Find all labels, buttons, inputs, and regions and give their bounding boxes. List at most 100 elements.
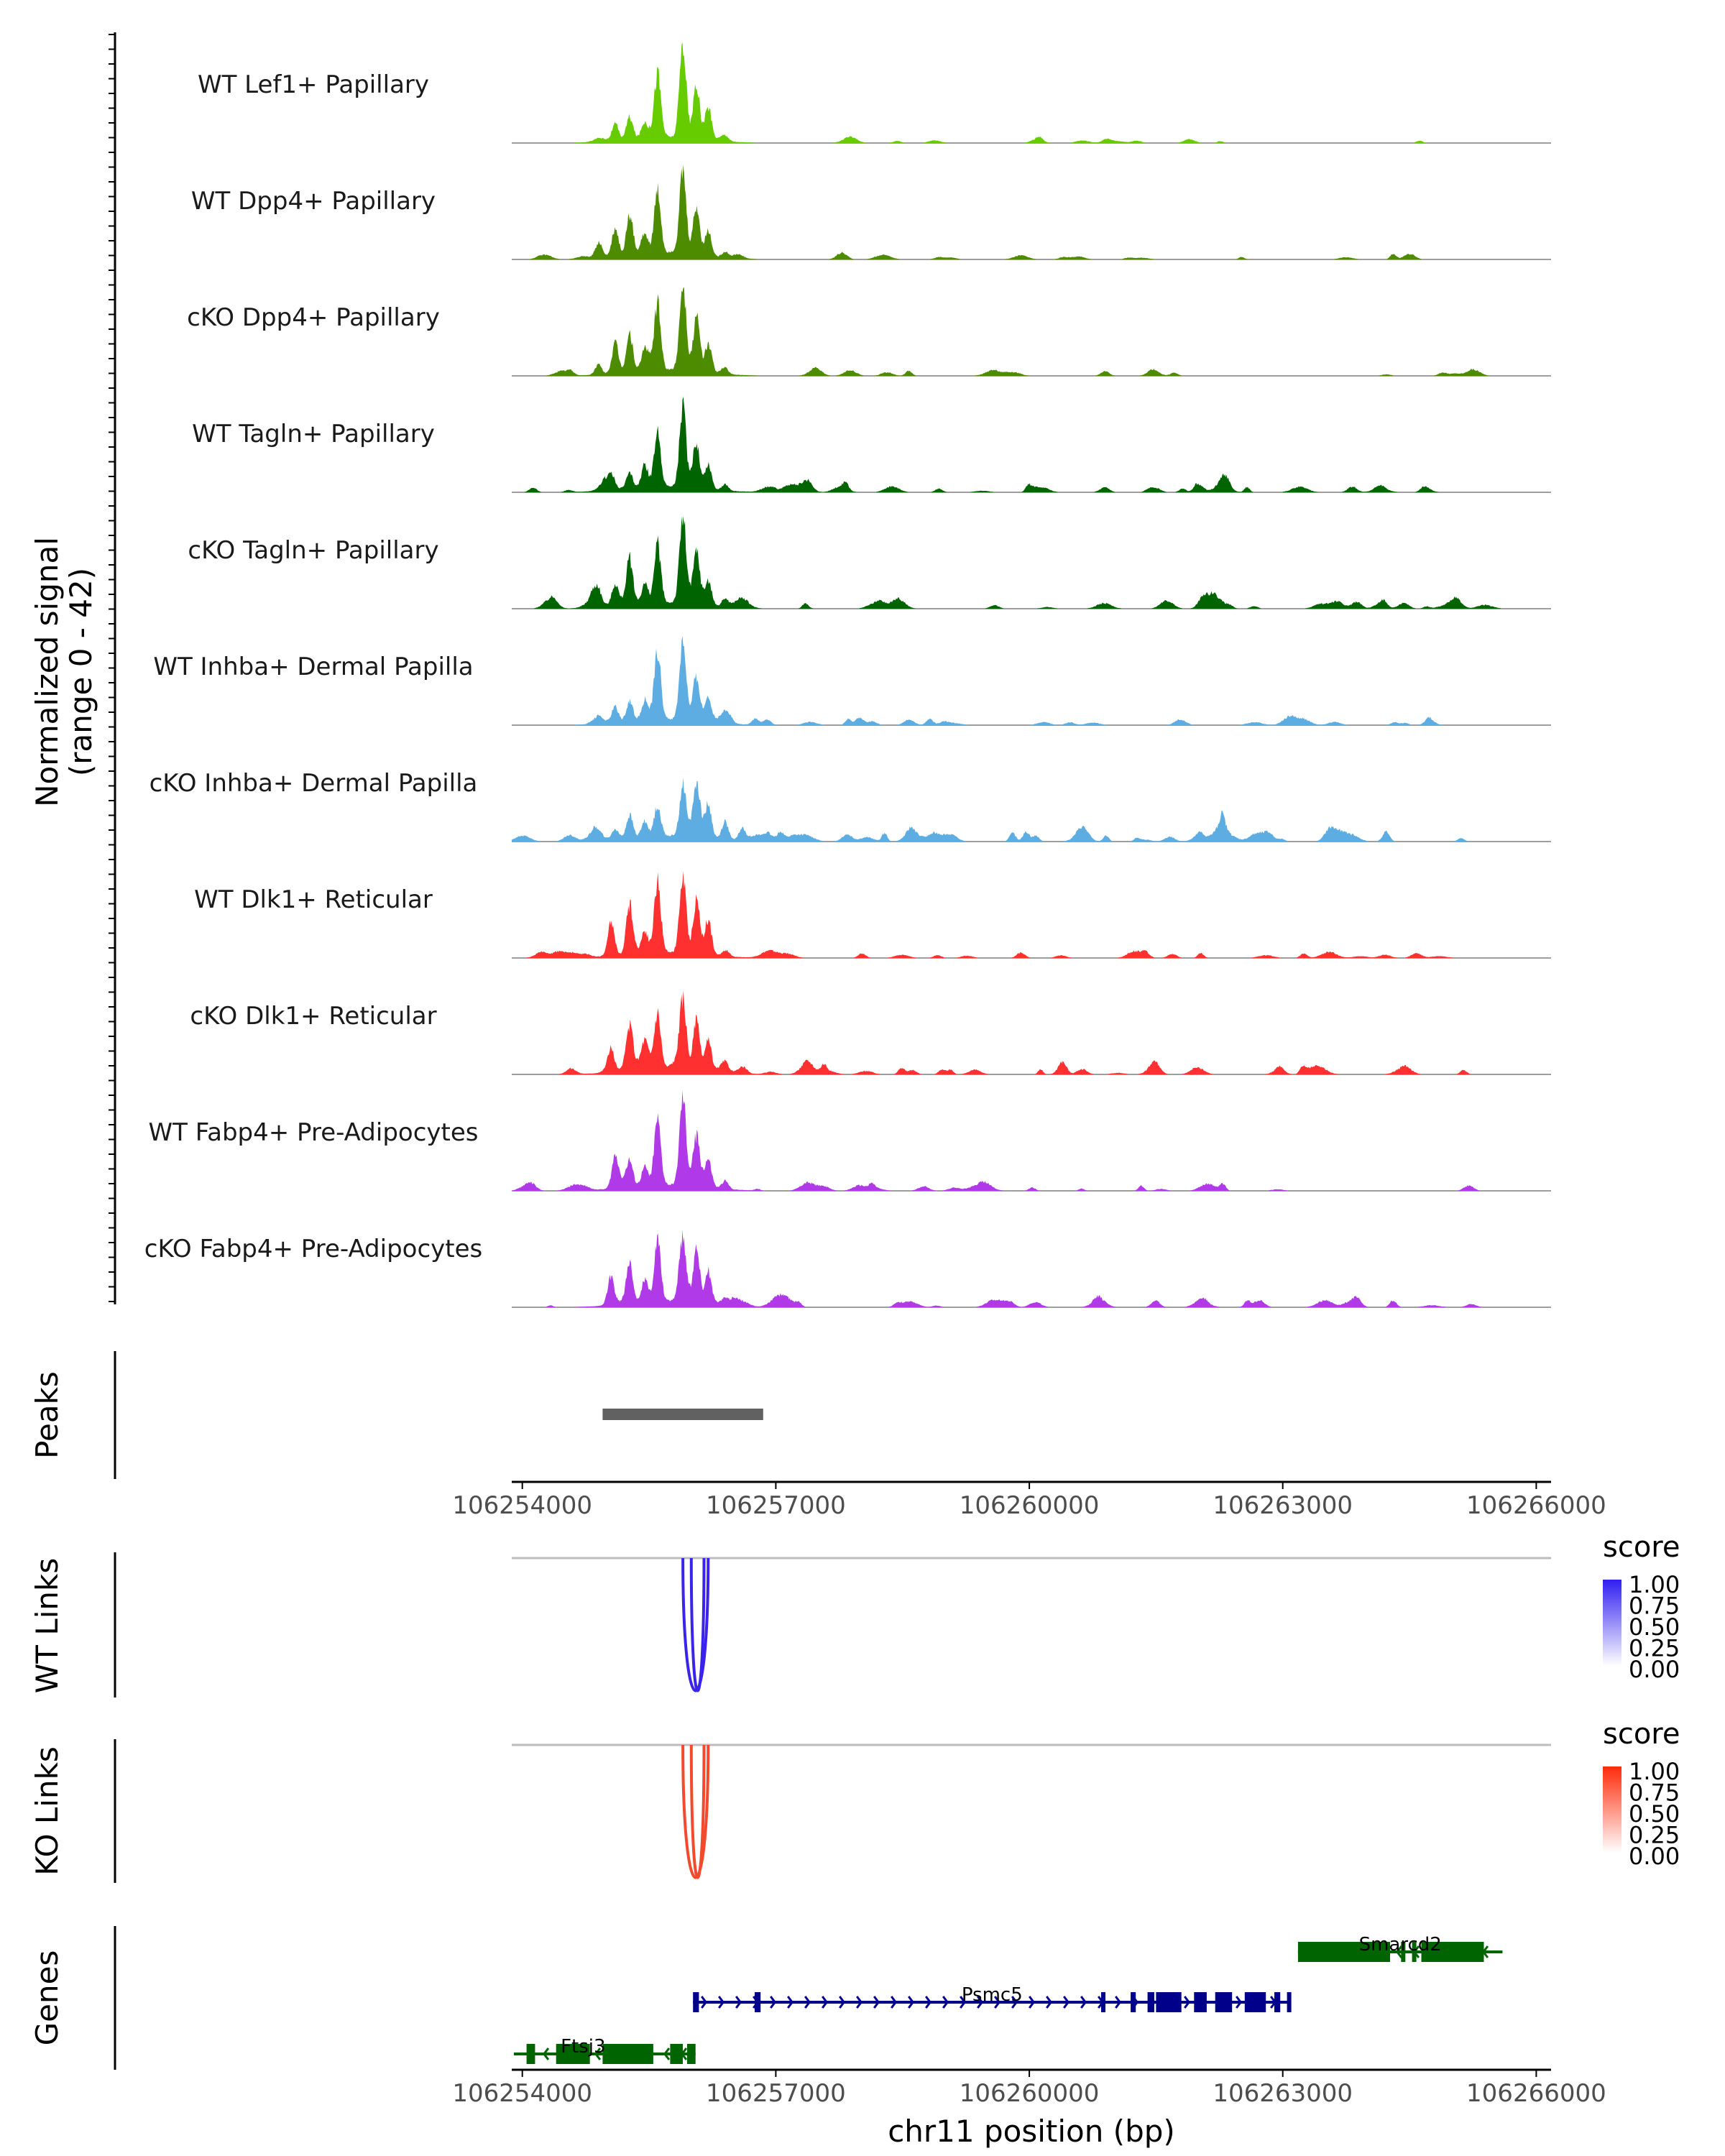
gene-strand-arrow [718, 1996, 725, 2009]
gene-strand-arrow [1063, 1996, 1070, 2009]
gene-exon [1412, 1942, 1417, 1962]
gene-model: Smarcd2 [1297, 1934, 1503, 1962]
x-axis-bottom-tick-label: 106257000 [706, 2079, 846, 2108]
coverage-track: WT Fabp4+ Pre-Adipocytes [149, 1090, 1551, 1192]
x-axis-title: chr11 position (bp) [888, 2114, 1175, 2149]
coverage-signal-area [512, 1090, 1551, 1191]
gene-exon [1401, 1942, 1406, 1962]
gene-label: Psmc5 [962, 1984, 1023, 2006]
coverage-signal-area [512, 636, 1551, 725]
gene-strand-arrow [787, 1996, 794, 2009]
gene-strand-arrow [822, 1996, 829, 2009]
link-arc [689, 1557, 706, 1692]
coverage-signal-area [512, 777, 1551, 842]
coverage-y-label-line1: Normalized signal [29, 537, 65, 807]
links-legend-tick-label: 0.00 [1629, 1656, 1680, 1683]
x-axis-top-tick-label: 106254000 [452, 1491, 592, 1520]
coverage-track: WT Dlk1+ Reticular [194, 871, 1551, 959]
x-axis-top-tick-label: 106257000 [706, 1491, 846, 1520]
links-legend-tick-label: 0.00 [1629, 1843, 1680, 1870]
coverage-track-label: WT Inhba+ Dermal Papilla [153, 653, 473, 681]
genes-panel: Genes Smarcd2 Psmc5 Ftsj3 [29, 1926, 1503, 2070]
gene-strand-arrow [1184, 1996, 1191, 2009]
gene-strand-arrow [1029, 1996, 1036, 2009]
gene-strand-arrow [701, 1996, 708, 2009]
coverage-track: cKO Tagln+ Papillary [188, 516, 1551, 609]
coverage-track: cKO Fabp4+ Pre-Adipocytes [144, 1230, 1551, 1308]
link-arc [681, 1744, 710, 1879]
x-axis-top-tick-label: 106263000 [1213, 1491, 1353, 1520]
gene-strand-arrow [1011, 1996, 1018, 2009]
link-arc [681, 1557, 710, 1692]
coverage-track: cKO Dpp4+ Papillary [187, 287, 1551, 377]
coverage-track-label: WT Fabp4+ Pre-Adipocytes [149, 1118, 479, 1147]
gene-exon [755, 1992, 761, 2012]
gene-strand-arrow [1080, 1996, 1087, 2009]
gene-exon [1156, 1992, 1182, 2012]
coverage-track-label: WT Tagln+ Papillary [192, 420, 435, 448]
coverage-signal-area [512, 990, 1551, 1074]
x-axis-bottom-tick-label: 106263000 [1213, 2079, 1353, 2108]
gene-model: Psmc5 [693, 1984, 1292, 2012]
links-legend-tick-label: 1.00 [1629, 1571, 1680, 1598]
gene-exon [1274, 1992, 1281, 2012]
genes-y-label: Genes [29, 1950, 65, 2046]
gene-exon [1421, 1942, 1484, 1962]
x-axis-bottom-tick-label: 106254000 [452, 2079, 592, 2108]
coverage-track-label: cKO Dlk1+ Reticular [190, 1002, 436, 1031]
x-axis-bottom-tick-label: 106260000 [960, 2079, 1100, 2108]
x-axis-top-tick-label: 106260000 [960, 1491, 1100, 1520]
gene-strand-arrow [891, 1996, 898, 2009]
x-axis-bottom-tick-label: 106266000 [1466, 2079, 1606, 2108]
gene-exon [1244, 1992, 1266, 2012]
coverage-track-label: cKO Dpp4+ Papillary [187, 303, 440, 332]
gene-strand-arrow [994, 1996, 1001, 2009]
coverage-track-label: WT Dlk1+ Reticular [194, 885, 433, 914]
gene-label: Smarcd2 [1359, 1934, 1442, 1955]
links-legend-tick-label: 1.00 [1629, 1758, 1680, 1785]
x-axis-bottom: chr11 position (bp) 106254000 106257000 10… [452, 2068, 1606, 2149]
gene-strand-arrow [873, 1996, 880, 2009]
coverage-signal-area [512, 1230, 1551, 1307]
gene-exon [1101, 1992, 1105, 2012]
gene-strand-arrow [1115, 1996, 1122, 2009]
x-axis-top-tick-label: 106266000 [1466, 1491, 1606, 1520]
gene-strand-arrow [804, 1996, 811, 2009]
gene-strand-arrow [1236, 1996, 1243, 2009]
links-legend-tick-label: 0.50 [1629, 1800, 1680, 1828]
coverage-track: WT Dpp4+ Papillary [191, 165, 1551, 260]
gene-strand-arrow [925, 1996, 932, 2009]
gene-exon [602, 2044, 653, 2064]
gene-exon [1131, 1992, 1136, 2012]
peaks-panel: Peaks [29, 1351, 763, 1479]
gene-exon [1194, 1992, 1207, 2012]
links-legend-tick-label: 0.25 [1629, 1822, 1680, 1849]
gene-strand-arrow [977, 1996, 984, 2009]
coverage-track-label: WT Dpp4+ Papillary [191, 187, 436, 216]
coverage-y-label-line2: (range 0 - 42) [63, 568, 98, 776]
link-arc [689, 1744, 706, 1879]
coverage-track-label: cKO Tagln+ Papillary [188, 536, 438, 565]
gene-strand-arrow [942, 1996, 949, 2009]
coverage-track: WT Tagln+ Papillary [192, 397, 1551, 493]
links-legend-title: score [1603, 1718, 1680, 1751]
gene-strand-arrow [856, 1996, 863, 2009]
coverage-signal-area [512, 516, 1551, 609]
gene-strand-arrow [543, 2047, 550, 2060]
gene-strand-arrow [839, 1996, 846, 2009]
gene-exon [1215, 1992, 1233, 2012]
links-legend-title: score [1603, 1531, 1680, 1564]
gene-strand-arrow [1046, 1996, 1053, 2009]
gene-exon [693, 1992, 699, 2012]
coverage-track: cKO Dlk1+ Reticular [190, 990, 1551, 1075]
gene-strand-arrow [770, 1996, 777, 2009]
gene-exon [526, 2044, 535, 2064]
links-panels: WT Links KO Links score1.000.750.500.250… [29, 1531, 1680, 1883]
gene-exon [1147, 1992, 1154, 2012]
links-legend-tick-label: 0.50 [1629, 1613, 1680, 1641]
links-legend-tick-label: 0.75 [1629, 1779, 1680, 1807]
links-legend-tick-label: 0.75 [1629, 1593, 1680, 1620]
gene-strand-arrow [1396, 1945, 1403, 1958]
